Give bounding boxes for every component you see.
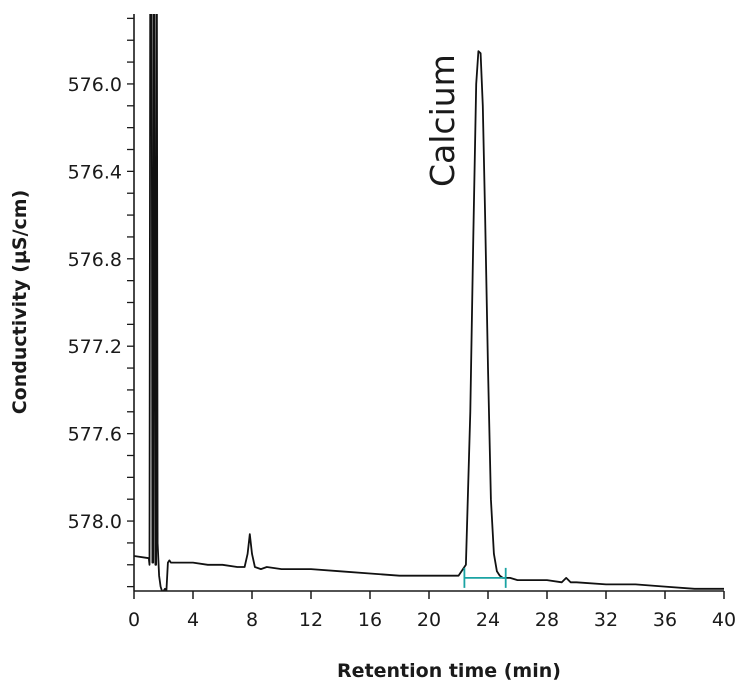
conductivity-trace	[134, 14, 724, 591]
x-axis-title: Retention time (min)	[337, 660, 561, 682]
x-tick-label: 24	[476, 609, 500, 631]
x-tick-label: 28	[535, 609, 559, 631]
y-axis-ticks: 576.0 576.4 576.8 577.2 577.6 578.0	[68, 17, 134, 588]
y-axis-title: Conductivity (µS/cm)	[9, 190, 31, 415]
x-tick-label: 36	[653, 609, 677, 631]
x-tick-label: 20	[417, 609, 441, 631]
calcium-peak-label: Calcium	[423, 54, 462, 187]
x-tick-label: 0	[128, 609, 140, 631]
y-tick-label: 577.6	[68, 424, 122, 446]
x-tick-label: 4	[187, 609, 199, 631]
x-axis-ticks: 0 4 8 12 16 20 24 28 32 36 40	[128, 591, 736, 631]
y-tick-label: 576.4	[68, 161, 122, 183]
x-tick-label: 32	[594, 609, 618, 631]
x-tick-label: 16	[358, 609, 382, 631]
y-tick-label: 576.8	[68, 249, 122, 271]
y-tick-label: 576.0	[68, 74, 122, 96]
integration-marker	[463, 567, 507, 588]
y-tick-label: 578.0	[68, 511, 122, 533]
x-tick-label: 12	[299, 609, 323, 631]
plot-area	[134, 14, 724, 591]
y-tick-label: 577.2	[68, 336, 122, 358]
x-tick-label: 40	[712, 609, 736, 631]
x-tick-label: 8	[246, 609, 258, 631]
